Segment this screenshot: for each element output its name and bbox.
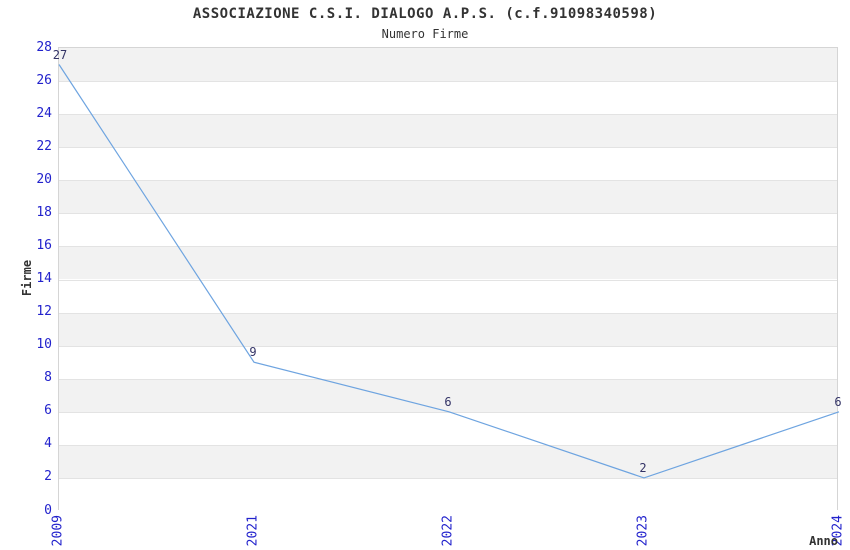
plot-band <box>59 81 837 115</box>
y-tick-label: 24 <box>36 105 52 121</box>
data-point-label: 6 <box>834 394 842 409</box>
data-point-label: 27 <box>52 47 68 62</box>
y-tick-label: 0 <box>44 502 52 518</box>
y-tick-label: 20 <box>36 171 52 187</box>
y-gridline <box>59 444 837 446</box>
plot-band <box>59 411 837 445</box>
plot-band <box>59 180 837 214</box>
plot-band <box>59 378 837 412</box>
y-tick-label: 14 <box>36 271 52 286</box>
y-gridline <box>59 81 837 83</box>
x-axis-label: Anno <box>809 534 838 548</box>
y-tick-label: 10 <box>36 337 52 353</box>
y-tick-label: 2 <box>44 469 52 485</box>
y-gridline <box>59 312 837 314</box>
chart-title: ASSOCIAZIONE C.S.I. DIALOGO A.P.S. (c.f.… <box>192 6 658 22</box>
plot-band <box>59 48 837 82</box>
plot-band <box>59 312 837 346</box>
line-series <box>58 64 840 479</box>
y-gridline <box>59 180 837 182</box>
y-tick-label: 18 <box>36 204 52 220</box>
y-tick-label: 12 <box>36 304 52 320</box>
y-tick-label: 26 <box>36 72 52 88</box>
plot-band <box>59 147 837 181</box>
plot-area <box>58 47 840 511</box>
y-gridline <box>59 114 837 116</box>
y-tick-label: 4 <box>44 436 52 452</box>
y-gridline <box>59 345 837 347</box>
y-gridline <box>59 378 837 380</box>
y-tick-label: 8 <box>44 370 52 386</box>
y-gridline <box>59 246 837 248</box>
plot-band <box>59 279 837 313</box>
plot-band <box>59 444 837 478</box>
plot-band <box>59 477 837 511</box>
data-point-label: 6 <box>444 394 452 409</box>
y-tick-label: 28 <box>36 39 52 55</box>
y-gridline <box>59 477 837 479</box>
data-point-label: 2 <box>639 460 647 475</box>
plot-band <box>59 345 837 379</box>
chart-subtitle: Numero Firme <box>381 27 469 41</box>
data-point-label: 9 <box>249 345 257 360</box>
plot-band <box>59 114 837 148</box>
y-gridline <box>59 147 837 149</box>
y-gridline <box>59 411 837 413</box>
plot-band <box>59 213 837 247</box>
y-tick-label: 6 <box>44 403 52 419</box>
y-tick-label: 22 <box>36 138 52 154</box>
line-series-svg <box>58 64 840 479</box>
y-gridline <box>59 213 837 215</box>
y-tick-label: 16 <box>36 237 52 253</box>
y-gridline <box>59 279 837 281</box>
